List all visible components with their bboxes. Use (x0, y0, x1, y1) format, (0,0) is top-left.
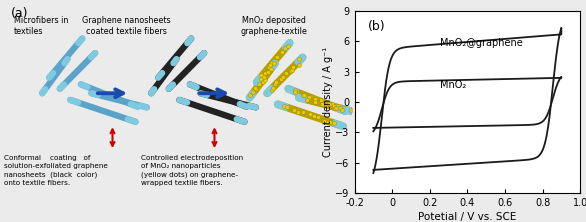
Text: (a): (a) (11, 7, 28, 20)
Text: MnO₂ deposited
graphene-textile: MnO₂ deposited graphene-textile (241, 16, 308, 36)
X-axis label: Potetial / V vs. SCE: Potetial / V vs. SCE (418, 212, 516, 222)
Text: MnO₂@graphene: MnO₂@graphene (440, 38, 523, 48)
Text: MnO₂: MnO₂ (440, 80, 466, 90)
Text: (b): (b) (368, 20, 386, 33)
Text: Microfibers in
textiles: Microfibers in textiles (14, 16, 69, 36)
Text: Controlled electrodeposition
of MnO₂ nanoparticles
(yellow dots) on graphene-
wr: Controlled electrodeposition of MnO₂ nan… (141, 155, 243, 186)
Y-axis label: Current density / A g⁻¹: Current density / A g⁻¹ (323, 47, 333, 157)
Text: Conformal    coating   of
solution-exfoliated graphene
nanosheets  (black  color: Conformal coating of solution-exfoliated… (4, 155, 107, 186)
Text: Graphene nanosheets
coated textile fibers: Graphene nanosheets coated textile fiber… (82, 16, 171, 36)
